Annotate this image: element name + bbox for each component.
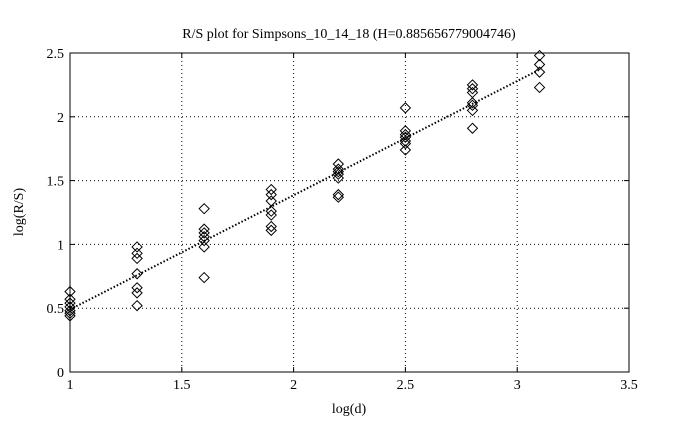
data-point [131, 299, 143, 312]
data-point [131, 287, 143, 299]
data-point [399, 125, 412, 137]
data-point [332, 188, 345, 201]
plot-area [70, 53, 629, 372]
data-point [64, 293, 76, 305]
data-point [332, 158, 345, 170]
y-tick-label: 2 [57, 111, 64, 126]
data-point [332, 163, 345, 175]
y-tick-label: 0.5 [47, 302, 65, 317]
x-tick-label: 1 [67, 378, 74, 393]
data-point [198, 241, 210, 253]
chart-title: R/S plot for Simpsons_10_14_18 (H=0.8856… [182, 27, 516, 42]
data-point [265, 183, 277, 196]
y-axis-label: log(R/S) [12, 188, 27, 237]
y-tick-label: 0 [57, 366, 64, 381]
data-point [64, 285, 76, 298]
data-point [399, 137, 412, 150]
data-point [265, 220, 277, 233]
data-point [533, 58, 546, 71]
x-tick-label: 2 [290, 378, 297, 393]
x-tick-label: 3 [514, 378, 521, 393]
plot-frame [69, 52, 630, 373]
data-point [265, 188, 277, 201]
data-point [533, 49, 546, 62]
data-point [198, 223, 210, 235]
data-point [198, 271, 210, 284]
y-tick-label: 1.5 [47, 175, 65, 190]
data-point [198, 202, 210, 215]
data-point [131, 268, 143, 280]
data-point [131, 241, 143, 253]
data-point [466, 122, 479, 134]
data-point [466, 99, 479, 112]
data-point [533, 81, 546, 94]
data-point [399, 144, 412, 156]
x-tick-label: 1.5 [173, 378, 191, 393]
x-axis-label: log(d) [332, 402, 367, 417]
x-tick-label: 2.5 [397, 378, 415, 393]
data-point [265, 205, 277, 217]
data-point [533, 66, 546, 78]
data-point [265, 195, 277, 207]
y-tick-labels: 0 0.5 1 1.5 2 2.5 [47, 47, 65, 381]
data-point [64, 310, 76, 322]
x-tick-labels: 1 1.5 2 2.5 3 3.5 [67, 378, 638, 393]
data-point [64, 307, 76, 320]
data-point [466, 79, 479, 91]
data-point [332, 168, 345, 180]
data-point [332, 191, 345, 203]
y-tick-label: 1 [57, 238, 64, 253]
fit-line [69, 68, 541, 311]
data-points [64, 49, 546, 322]
data-point [399, 131, 412, 143]
data-point [131, 282, 143, 294]
data-point [466, 104, 479, 117]
y-tick-label: 2.5 [47, 47, 65, 62]
x-tick-label: 3.5 [620, 378, 638, 393]
data-point [131, 252, 143, 265]
data-point [399, 102, 412, 114]
axis-ticks [69, 52, 630, 373]
data-point [131, 247, 143, 260]
